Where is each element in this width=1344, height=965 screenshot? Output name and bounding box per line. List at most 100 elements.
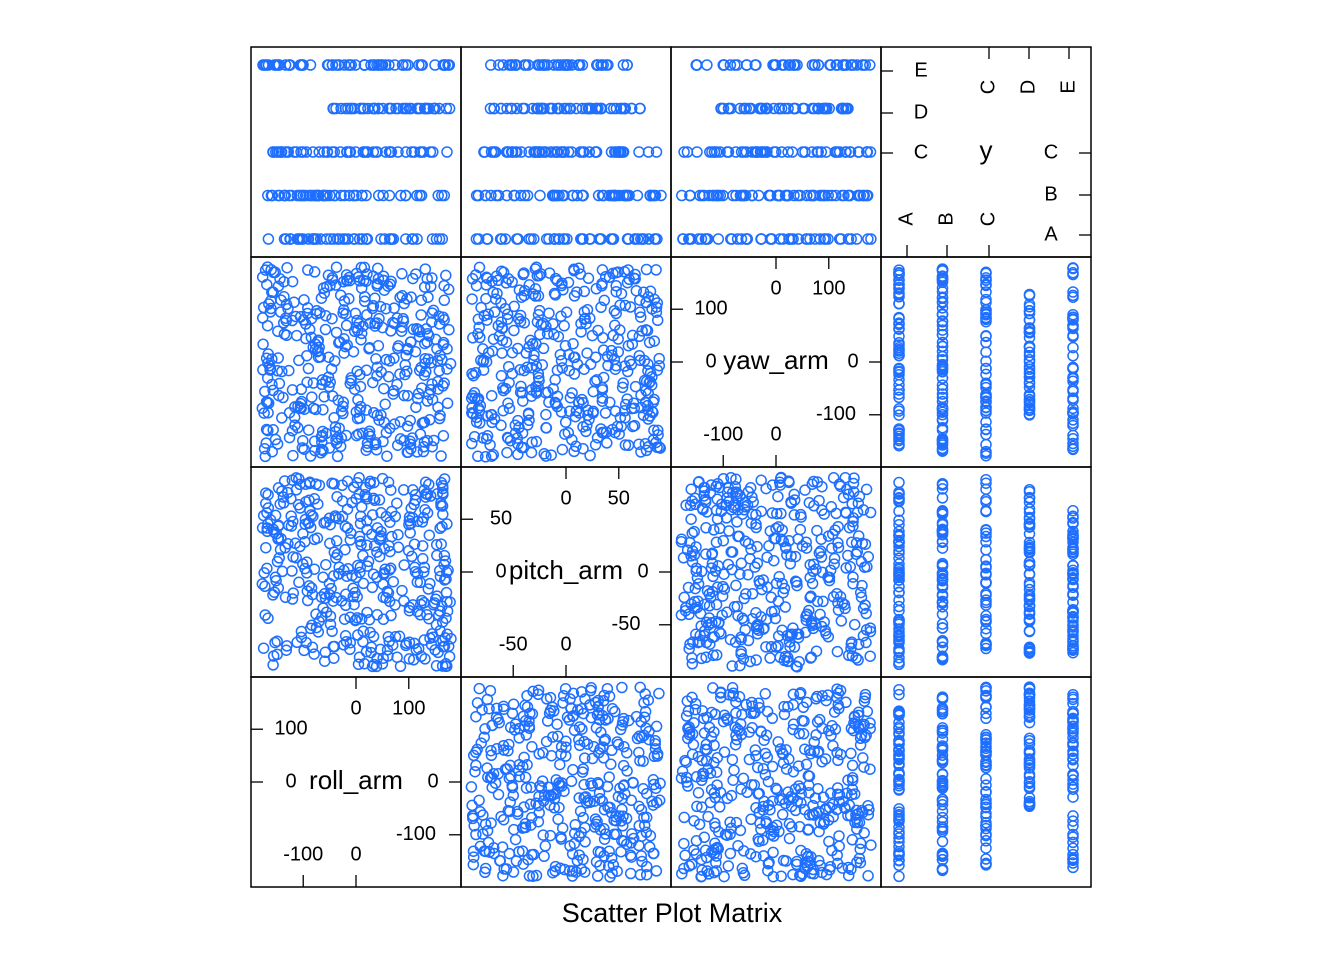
data-point [735,557,748,570]
data-point [808,736,820,748]
data-point [339,543,351,556]
data-point [555,833,567,845]
data-point [601,780,614,793]
data-point [259,385,271,398]
data-point [264,514,277,526]
data-point [557,284,569,296]
data-point [936,774,949,787]
data-point [714,786,727,799]
data-point [893,651,905,664]
data-point [387,388,399,400]
data-point [980,266,992,279]
data-point [302,264,314,276]
data-point [309,338,322,350]
data-point [347,481,360,493]
data-point [832,520,844,533]
data-point [496,347,508,359]
data-point [845,59,858,71]
data-point [794,508,807,521]
data-point [400,233,412,245]
data-point [1067,605,1079,617]
data-point [710,598,723,611]
data-point [634,306,646,319]
data-point [320,310,332,322]
data-point [1067,504,1079,517]
data-point [563,102,576,115]
data-point [776,624,788,636]
data-point [369,437,382,449]
data-point [1067,697,1079,710]
data-point [575,326,587,338]
data-point [559,340,572,352]
data-point [409,566,422,578]
data-point [326,146,339,158]
data-point [319,646,332,659]
data-point [558,146,570,158]
data-point [936,324,949,336]
data-point [834,591,847,603]
data-point [404,527,416,539]
data-point [980,279,992,292]
data-point [385,146,398,158]
data-point [734,189,747,202]
data-point [768,102,780,115]
data-point [811,716,824,728]
data-point [576,146,589,158]
data-point [262,189,274,202]
data-point [893,721,905,733]
data-point [479,146,491,158]
data-point [586,779,598,792]
data-point [366,660,379,673]
data-point [480,845,492,858]
data-point [544,102,556,115]
tick-label-left: 0 [705,350,716,372]
data-point [826,844,838,857]
data-point [397,484,410,496]
data-point [936,579,949,592]
data-point [936,560,949,573]
tick-label-bottom: 0 [770,423,781,445]
data-point [432,189,444,202]
data-point [521,701,534,713]
data-point [893,658,905,671]
data-point [601,350,614,363]
data-point [756,146,768,158]
data-point [488,102,500,115]
data-point [267,266,280,279]
data-point [746,588,759,600]
data-point [936,413,949,425]
data-point [801,608,813,621]
data-point [299,513,312,526]
data-point [936,505,949,517]
data-point [591,102,603,115]
data-point [367,376,379,389]
data-point [648,335,661,347]
data-point [322,59,335,71]
data-point [846,759,859,772]
data-point [411,233,423,245]
data-point [1023,559,1036,572]
data-point [437,311,449,323]
data-point [473,321,485,334]
data-point [271,635,283,647]
data-point [327,595,339,607]
data-point [335,405,348,417]
data-point [581,347,593,359]
data-point [408,561,421,574]
data-point [749,706,761,719]
data-point [329,421,342,433]
data-point [467,408,479,420]
tick-label-zero-right: 0 [427,770,438,792]
data-point [491,702,503,715]
data-point [856,804,868,817]
data-point [802,851,814,863]
data-point [852,530,865,542]
data-point [865,233,877,245]
data-point [393,630,406,643]
data-point [499,233,512,245]
data-point [551,102,563,115]
data-point [554,758,566,771]
data-point [862,551,875,563]
data-point [688,602,701,615]
data-point [487,146,500,158]
